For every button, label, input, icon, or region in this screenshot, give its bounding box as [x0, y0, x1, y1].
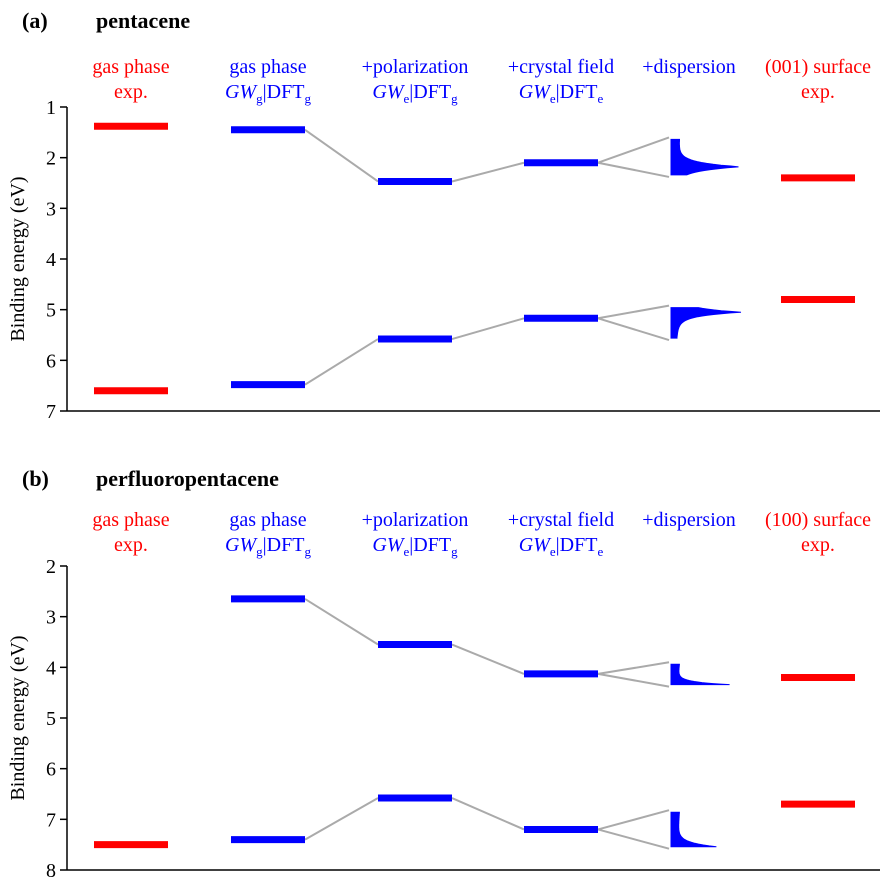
column-header: (001) surface	[765, 56, 871, 78]
dispersion-fan-line	[597, 661, 670, 675]
column-header: +dispersion	[642, 56, 736, 78]
column-header-method: GWe|DFTe	[519, 534, 604, 559]
chart-panel-b: (b) perfluoropentacene gas phase exp. gas ph…	[7, 466, 880, 878]
dispersion-density	[670, 138, 739, 176]
method-dft: |DFT	[263, 81, 305, 103]
method-dft: |DFT	[556, 81, 598, 103]
method-gw: GW	[225, 534, 258, 556]
method-gw-sub: e	[404, 544, 410, 559]
method-dft: |DFT	[556, 534, 598, 556]
column-header-sub: exp.	[114, 534, 148, 556]
dispersion-fan-line	[597, 136, 670, 164]
method-gw: GW	[519, 81, 552, 103]
column-header-method: GWg|DFTg	[225, 534, 311, 559]
method-dft-sub: g	[304, 544, 311, 559]
method-dft-sub: g	[451, 91, 458, 106]
y-axis-label: Binding energy (eV)	[7, 635, 29, 800]
column-header-sub: exp.	[114, 81, 148, 103]
connector-line	[304, 598, 379, 646]
method-gw-sub: g	[256, 91, 263, 106]
connector-line	[451, 643, 525, 675]
dispersion-fan-line	[597, 828, 670, 850]
y-tick-label: 6	[46, 350, 56, 372]
method-gw: GW	[225, 81, 258, 103]
column-header-sub: exp.	[801, 534, 835, 556]
method-dft-sub: e	[597, 91, 603, 106]
column-header: gas phase	[92, 509, 169, 531]
y-tick-label: 3	[46, 198, 56, 220]
column-header: gas phase	[92, 56, 169, 78]
y-tick-label: 6	[46, 759, 56, 781]
dispersion-fan-line	[597, 304, 670, 320]
column-header: +dispersion	[642, 509, 736, 531]
method-dft: |DFT	[409, 81, 451, 103]
panel-label: (b)	[22, 466, 49, 491]
column-header-method: GWe|DFTg	[372, 534, 458, 559]
method-gw: GW	[372, 534, 405, 556]
method-dft-sub: g	[304, 91, 311, 106]
connector-line	[451, 317, 525, 341]
method-gw-sub: e	[550, 91, 556, 106]
method-dft-sub: g	[451, 544, 458, 559]
y-tick-label: 5	[46, 708, 56, 730]
method-dft: |DFT	[263, 534, 305, 556]
column-header-method: GWe|DFTe	[519, 81, 604, 106]
panel-title: perfluoropentacene	[96, 466, 279, 491]
method-gw-sub: g	[256, 544, 263, 559]
column-header: +polarization	[362, 509, 469, 531]
dispersion-density	[670, 811, 717, 848]
dispersion-density	[670, 663, 730, 686]
column-header: gas phase	[229, 509, 306, 531]
connector-line	[304, 128, 379, 183]
method-gw: GW	[519, 534, 552, 556]
y-tick-label: 2	[46, 556, 56, 578]
column-header-method: GWg|DFTg	[225, 81, 311, 106]
y-axis-label: Binding energy (eV)	[7, 176, 29, 341]
method-gw-sub: e	[550, 544, 556, 559]
connector-line	[451, 797, 525, 831]
y-tick-label: 3	[46, 607, 56, 629]
column-header-method: GWe|DFTg	[372, 81, 458, 106]
connector-line	[304, 797, 379, 841]
method-gw-sub: e	[404, 91, 410, 106]
connector-line	[451, 161, 525, 183]
method-dft: |DFT	[409, 534, 451, 556]
column-header: gas phase	[229, 56, 306, 78]
method-dft-sub: e	[597, 544, 603, 559]
y-tick-label: 4	[46, 657, 56, 679]
column-header: +polarization	[362, 56, 469, 78]
panel-label: (a)	[22, 8, 48, 33]
column-header: (100) surface	[765, 509, 871, 531]
y-tick-label: 7	[46, 809, 56, 831]
connector-line	[304, 338, 379, 386]
dispersion-fan-line	[597, 317, 670, 342]
column-header: +crystal field	[508, 509, 614, 531]
y-tick-label: 5	[46, 300, 56, 322]
y-tick-label: 7	[46, 401, 56, 423]
y-tick-label: 8	[46, 860, 56, 878]
column-header: +crystal field	[508, 56, 614, 78]
dispersion-fan-line	[597, 809, 670, 831]
y-tick-label: 2	[46, 148, 56, 170]
method-gw: GW	[372, 81, 405, 103]
dispersion-density	[670, 307, 742, 339]
dispersion-fan-line	[597, 672, 670, 688]
panel-title: pentacene	[96, 8, 190, 33]
dispersion-fan-line	[597, 161, 670, 178]
y-tick-label: 1	[46, 97, 56, 119]
column-header-sub: exp.	[801, 81, 835, 103]
y-tick-label: 4	[46, 249, 56, 271]
